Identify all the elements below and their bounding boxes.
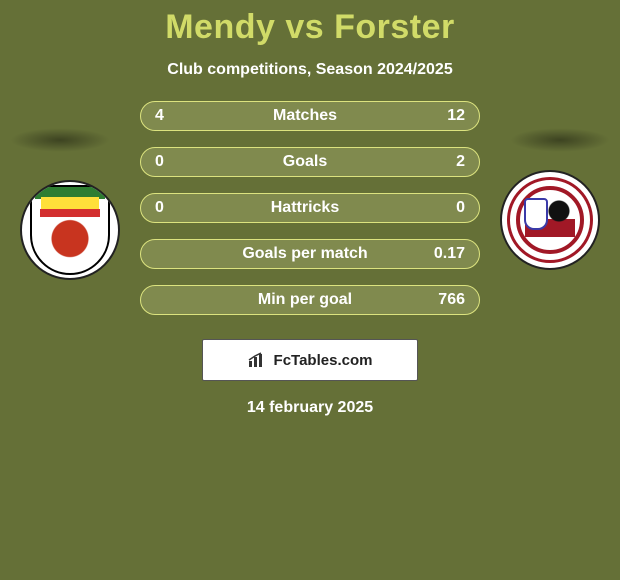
team-badge-right — [500, 170, 600, 270]
stat-right-value: 0 — [425, 199, 465, 217]
player-shadow-right — [510, 128, 610, 152]
stat-row: 4 Matches 12 — [140, 101, 480, 131]
stat-label: Hattricks — [185, 199, 425, 217]
stat-row: Min per goal 766 — [140, 285, 480, 315]
stat-label: Matches — [185, 107, 425, 125]
brand-box: FcTables.com — [202, 339, 418, 381]
page-title: Mendy vs Forster — [0, 0, 620, 47]
page-subtitle: Club competitions, Season 2024/2025 — [0, 61, 620, 79]
stat-row: 0 Hattricks 0 — [140, 193, 480, 223]
stat-right-value: 2 — [425, 153, 465, 171]
bar-chart-icon — [248, 352, 268, 368]
stat-row: 0 Goals 2 — [140, 147, 480, 177]
crest-crawley-icon — [507, 177, 593, 263]
stat-right-value: 766 — [425, 291, 465, 309]
stat-label: Min per goal — [185, 291, 425, 309]
stat-right-value: 12 — [425, 107, 465, 125]
team-badge-left — [20, 180, 120, 280]
date-text: 14 february 2025 — [0, 399, 620, 417]
brand-text: FcTables.com — [274, 352, 373, 369]
stat-row: Goals per match 0.17 — [140, 239, 480, 269]
crest-wrexham-icon — [30, 185, 110, 275]
stat-label: Goals — [185, 153, 425, 171]
stat-label: Goals per match — [185, 245, 425, 263]
stat-left-value: 0 — [155, 153, 185, 171]
stat-left-value: 0 — [155, 199, 185, 217]
stat-right-value: 0.17 — [425, 245, 465, 263]
stats-list: 4 Matches 12 0 Goals 2 0 Hattricks 0 Goa… — [140, 101, 480, 315]
player-shadow-left — [10, 128, 110, 152]
stat-left-value: 4 — [155, 107, 185, 125]
